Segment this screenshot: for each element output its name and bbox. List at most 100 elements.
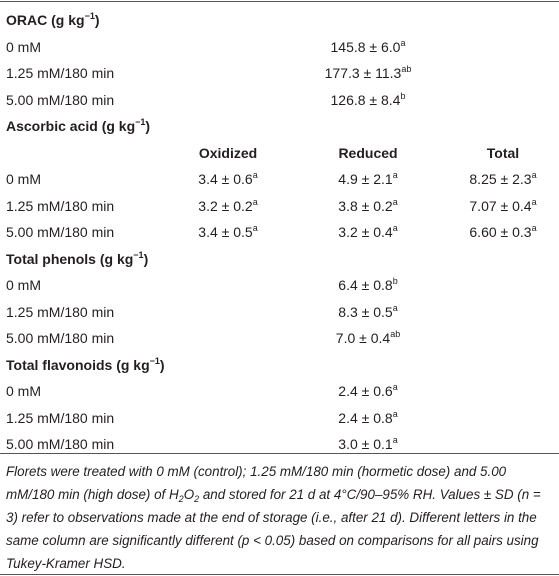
top-rule [0, 1, 559, 2]
row-label: 1.25 mM/180 min [6, 303, 114, 321]
row-label-text: 1.25 mM/180 min [6, 65, 115, 81]
row-label: 1.25 mM/180 min [6, 197, 114, 215]
column-header: Total [487, 144, 519, 162]
significance-letter: a [392, 223, 398, 233]
title-text: ORAC (g kg [6, 12, 85, 28]
mid-rule [0, 453, 559, 454]
row-label-text: 5.00 mM/180 min [6, 330, 115, 346]
value: 7.07 ± 0.4 [469, 197, 532, 214]
significance-letter: a [531, 170, 537, 180]
value-cell: 7.0 ± 0.4ab [336, 329, 400, 347]
significance-letter: a [252, 170, 258, 180]
row-label-text: 0 mM [6, 383, 41, 399]
value: 3.4 ± 0.6 [198, 171, 253, 187]
footnote-text: Florets were treated with 0 mM (control)… [6, 464, 507, 502]
value: 7.0 ± 0.4 [335, 330, 391, 346]
value: 3.2 ± 0.4 [338, 224, 393, 240]
row-label: 0 mM [6, 382, 41, 400]
value-cell: 3.4 ± 0.6a [198, 170, 257, 188]
value-cell: 8.3 ± 0.5a [338, 303, 397, 321]
column-header-text: Oxidized [198, 144, 258, 161]
value: 2.4 ± 0.6 [338, 383, 393, 399]
title-close: ) [94, 12, 100, 28]
value: 3.2 ± 0.2 [198, 197, 253, 214]
title-close: ) [159, 356, 165, 373]
significance-letter: a [531, 196, 537, 207]
value-cell: 4.9 ± 2.1a [338, 170, 397, 188]
significance-letter: a [392, 408, 398, 419]
footnote-text: and stored for 21 d at 4°C/90–95% RH. Va… [6, 487, 541, 571]
title-text: Ascorbic acid (g kg [6, 118, 136, 134]
value: 3.0 ± 0.1 [338, 436, 393, 452]
footnote-text: O [183, 487, 195, 502]
column-header: Reduced [338, 144, 397, 162]
value-cell: 3.2 ± 0.4a [338, 223, 397, 241]
subscript: 2 [194, 494, 200, 504]
value-cell: 6.4 ± 0.8b [338, 276, 397, 294]
value-cell: 2.4 ± 0.6a [338, 382, 397, 400]
row-label: 5.00 mM/180 min [6, 329, 114, 347]
subscript: 2 [178, 494, 184, 504]
section-title: Ascorbic acid (g kg−1) [6, 117, 150, 135]
row-label: 5.00 mM/180 min [6, 435, 114, 453]
title-sup: −1 [133, 249, 144, 260]
row-label-text: 1.25 mM/180 min [6, 303, 115, 320]
value-cell: 145.8 ± 6.0a [331, 38, 406, 56]
row-label-text: 5.00 mM/180 min [6, 91, 115, 108]
section-title: Total flavonoids (g kg−1) [6, 356, 165, 374]
section-title: Total phenols (g kg−1) [6, 250, 148, 268]
row-label: 0 mM [6, 170, 41, 188]
value: 8.3 ± 0.5 [338, 303, 393, 320]
bottom-rule [0, 574, 559, 575]
significance-letter: a [392, 435, 398, 445]
significance-letter: a [531, 223, 537, 233]
value-cell: 126.8 ± 8.4b [331, 91, 406, 109]
significance-letter: a [252, 196, 258, 207]
title-close: ) [143, 250, 149, 267]
significance-letter: b [400, 90, 406, 101]
title-text: Total flavonoids (g kg [6, 356, 150, 373]
row-label: 5.00 mM/180 min [6, 223, 114, 241]
row-label-text: 5.00 mM/180 min [6, 436, 115, 452]
value: 4.9 ± 2.1 [338, 171, 393, 187]
value-cell: 2.4 ± 0.8a [338, 409, 397, 427]
row-label: 0 mM [6, 276, 41, 294]
section-title: ORAC (g kg−1) [6, 11, 100, 29]
significance-letter: ab [390, 329, 401, 339]
footnote: Florets were treated with 0 mM (control)… [6, 460, 554, 575]
significance-letter: a [392, 170, 398, 180]
row-label: 5.00 mM/180 min [6, 91, 114, 109]
significance-letter: a [392, 196, 398, 207]
row-label-text: 0 mM [6, 171, 41, 187]
column-header-text: Total [486, 144, 520, 161]
significance-letter: a [400, 37, 406, 48]
value-cell: 177.3 ± 11.3ab [325, 64, 412, 82]
significance-letter: ab [401, 64, 412, 74]
row-label-text: 5.00 mM/180 min [6, 224, 115, 240]
column-header: Oxidized [199, 144, 257, 162]
significance-letter: a [392, 302, 398, 313]
column-header-text: Reduced [338, 144, 398, 161]
value: 177.3 ± 11.3 [324, 65, 402, 81]
value: 3.4 ± 0.5 [198, 224, 253, 240]
value: 6.4 ± 0.8 [338, 277, 393, 293]
value-cell: 6.60 ± 0.3a [469, 223, 536, 241]
value: 3.8 ± 0.2 [338, 197, 393, 214]
value-cell: 3.2 ± 0.2a [198, 197, 257, 215]
value-cell: 8.25 ± 2.3a [469, 170, 536, 188]
title-text: Total phenols (g kg [6, 250, 134, 267]
value-cell: 3.0 ± 0.1a [338, 435, 397, 453]
title-sup: −1 [149, 355, 160, 366]
value: 2.4 ± 0.8 [338, 409, 393, 426]
title-close: ) [145, 118, 151, 134]
value: 8.25 ± 2.3 [469, 171, 532, 187]
value: 126.8 ± 8.4 [330, 91, 401, 108]
value-cell: 3.4 ± 0.5a [198, 223, 257, 241]
significance-letter: b [392, 276, 398, 286]
title-sup: −1 [84, 11, 95, 21]
row-label-text: 0 mM [6, 38, 41, 55]
row-label: 1.25 mM/180 min [6, 409, 114, 427]
significance-letter: a [392, 382, 398, 392]
value-cell: 3.8 ± 0.2a [338, 197, 397, 215]
